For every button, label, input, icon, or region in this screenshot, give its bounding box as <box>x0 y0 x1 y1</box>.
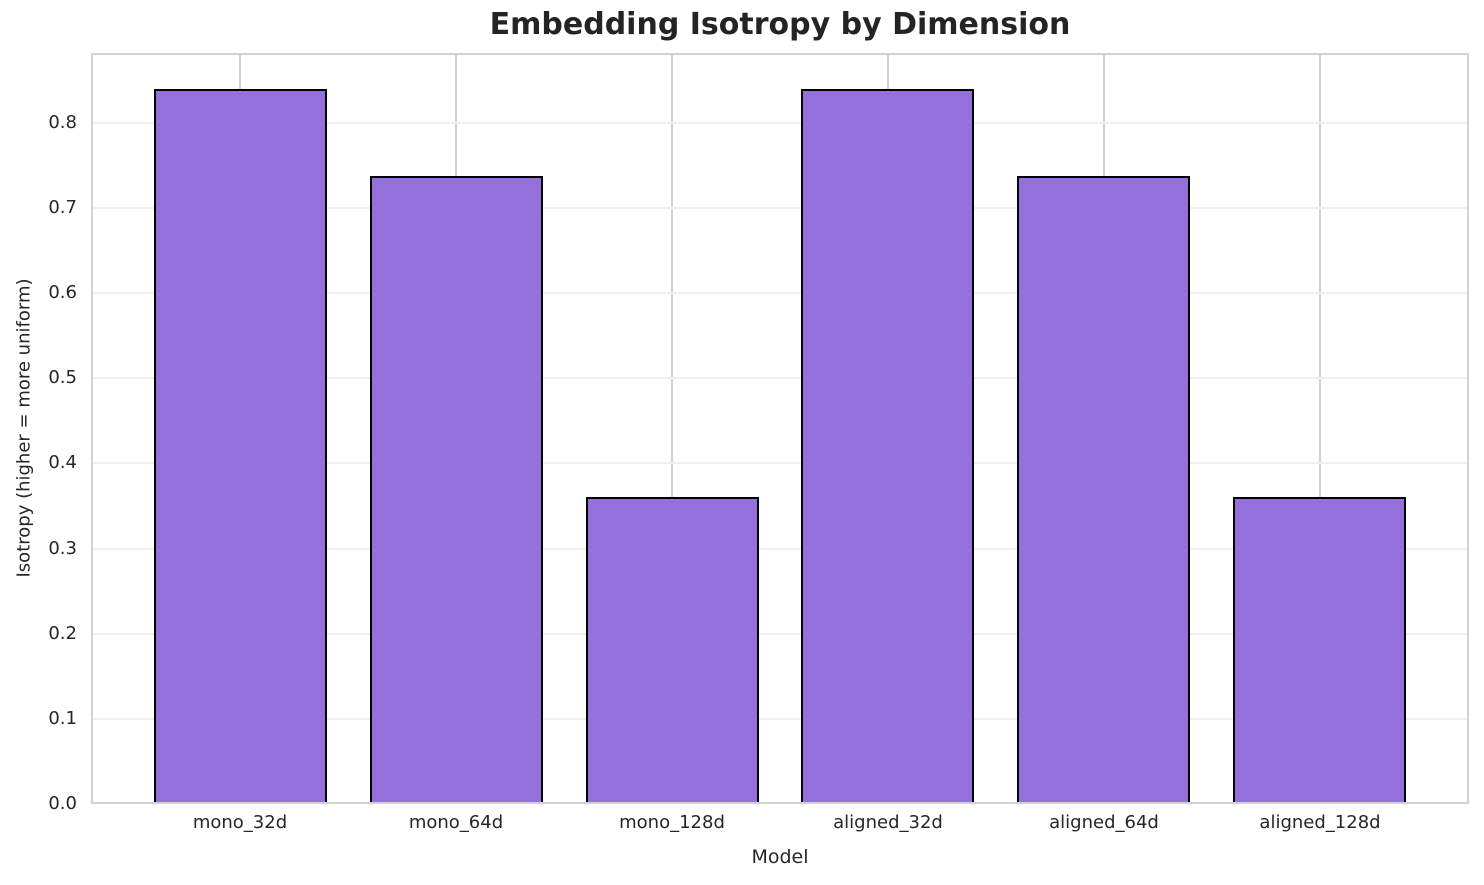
gridline-horizontal <box>91 548 1469 550</box>
y-tick-label: 0.1 <box>48 708 77 729</box>
y-axis-label: Isotropy (higher = more uniform) <box>13 278 35 578</box>
y-tick-label: 0.2 <box>48 623 77 644</box>
gridline-horizontal <box>91 462 1469 464</box>
x-tick-label: mono_32d <box>192 812 288 833</box>
gridline-horizontal <box>91 633 1469 635</box>
gridline-horizontal <box>91 122 1469 124</box>
x-tick-label: aligned_64d <box>1049 812 1159 833</box>
bar-mono_32d <box>154 89 327 804</box>
x-tick-label: aligned_128d <box>1259 812 1381 833</box>
gridline-horizontal <box>91 207 1469 209</box>
gridline-horizontal <box>91 718 1469 720</box>
gridline-vertical <box>671 53 673 804</box>
bar-aligned_64d <box>1017 176 1190 804</box>
gridline-horizontal <box>91 377 1469 379</box>
bar-mono_64d <box>370 176 543 804</box>
bar-aligned_32d <box>801 89 974 804</box>
y-tick-label: 0.4 <box>48 452 77 473</box>
x-tick-label: mono_128d <box>619 812 725 833</box>
chart-title: Embedding Isotropy by Dimension <box>489 7 1071 42</box>
y-tick-label: 0.3 <box>48 538 77 559</box>
gridline-horizontal <box>91 292 1469 294</box>
x-tick-label: aligned_32d <box>833 812 943 833</box>
bar-mono_128d <box>586 497 759 804</box>
y-tick-label: 0.6 <box>48 282 77 303</box>
y-tick-label: 0.7 <box>48 197 77 218</box>
y-tick-label: 0.0 <box>48 793 77 814</box>
bar-aligned_128d <box>1233 497 1406 804</box>
y-tick-label: 0.5 <box>48 367 77 388</box>
plot-area <box>91 53 1469 804</box>
x-tick-label: mono_64d <box>408 812 504 833</box>
y-tick-label: 0.8 <box>48 112 77 133</box>
x-axis-label: Model <box>751 846 809 868</box>
gridline-vertical <box>1319 53 1321 804</box>
